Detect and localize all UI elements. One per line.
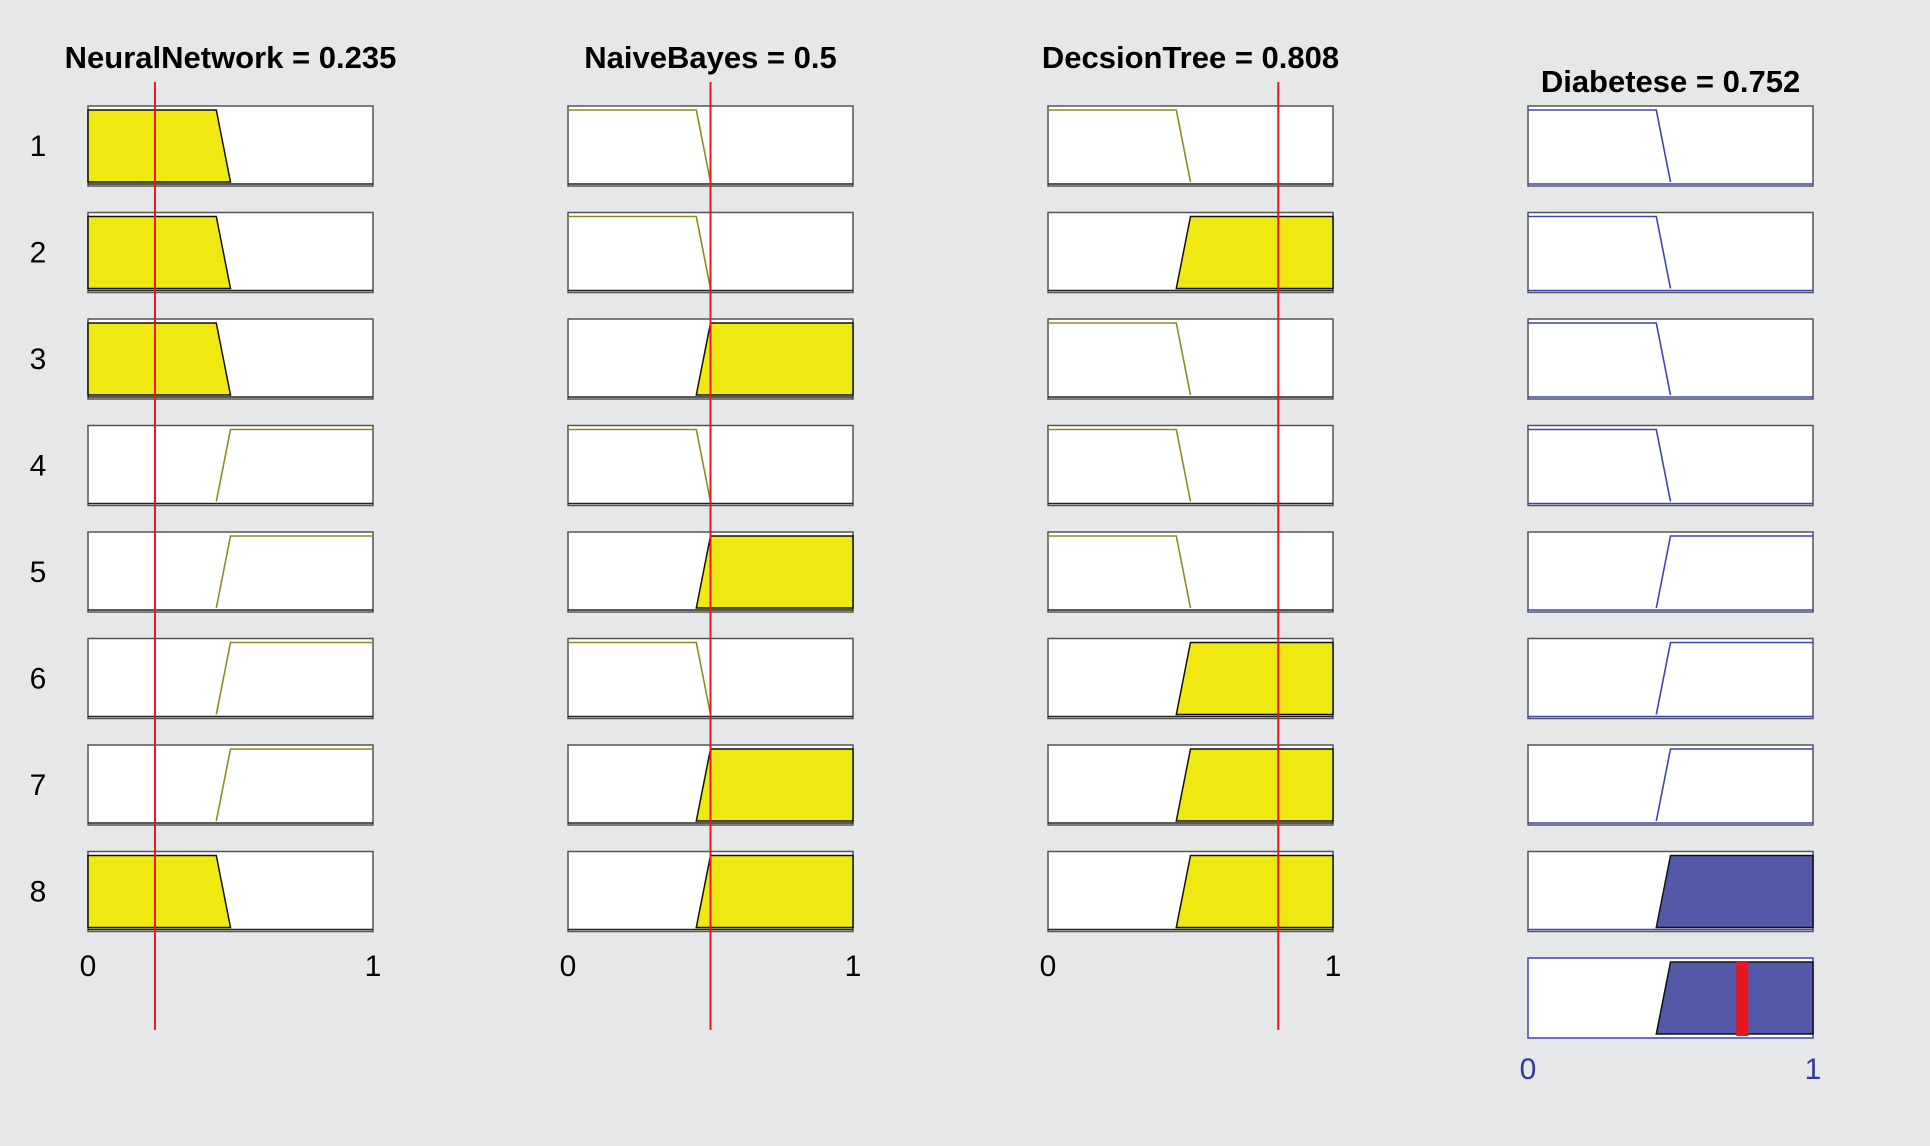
membership-fill (87, 854, 232, 929)
membership-curve (1048, 322, 1192, 396)
input-variable-title: NeuralNetwork = 0.235 (65, 40, 397, 75)
membership-fill (695, 535, 854, 609)
membership-curve (1528, 428, 1672, 502)
membership-curve (1528, 322, 1672, 396)
membership-fill (1175, 215, 1334, 290)
membership-curve (568, 428, 712, 502)
rule-number-label: 1 (30, 130, 47, 163)
membership-fill (1655, 854, 1814, 929)
membership-curve (1655, 641, 1813, 715)
rule-number-label: 2 (30, 237, 47, 270)
membership-fill (695, 322, 854, 396)
membership-fill (87, 215, 232, 290)
membership-fill (87, 322, 232, 396)
membership-plot-box (1527, 637, 1814, 720)
output-value-marker (1736, 962, 1749, 1036)
rule-number-label: 8 (30, 876, 47, 909)
membership-curve (1048, 428, 1192, 502)
axis-min-label: 0 (80, 950, 97, 983)
membership-curve (568, 109, 712, 183)
rule-number-label: 5 (30, 556, 47, 589)
membership-plot-box (1527, 318, 1814, 400)
axis-max-label: 1 (1325, 950, 1342, 983)
output-axis-min-label: 0 (1520, 1053, 1537, 1086)
aggregate-output-fill (1655, 961, 1814, 1035)
membership-curve (1655, 535, 1813, 609)
rule-number-label: 3 (30, 343, 47, 376)
membership-plot-box (87, 637, 374, 720)
axis-max-label: 1 (845, 950, 862, 983)
membership-fill (695, 748, 854, 822)
membership-curve (1655, 748, 1813, 822)
membership-curve (1048, 535, 1192, 609)
membership-plot-box (1527, 211, 1814, 294)
membership-plot-box (1527, 531, 1814, 613)
membership-curve (215, 641, 373, 715)
membership-fill (1175, 748, 1334, 822)
membership-plot-box (87, 744, 374, 826)
rule-number-label: 7 (30, 769, 47, 802)
axis-min-label: 0 (560, 950, 577, 983)
membership-fill (1175, 641, 1334, 716)
membership-curve (215, 748, 373, 822)
membership-plot-box (1527, 105, 1814, 187)
membership-plot-box (1527, 424, 1814, 507)
membership-curve (568, 641, 712, 715)
membership-curve (1528, 215, 1672, 289)
membership-curve (568, 215, 712, 289)
membership-plot-box (1047, 531, 1334, 613)
membership-curve (215, 535, 373, 609)
axis-min-label: 0 (1040, 950, 1057, 983)
axis-max-label: 1 (365, 950, 382, 983)
input-variable-title: NaiveBayes = 0.5 (584, 40, 837, 75)
membership-curve (215, 428, 373, 502)
output-variable-title: Diabetese = 0.752 (1541, 64, 1800, 99)
membership-plot-box (1527, 744, 1814, 826)
membership-fill (87, 109, 232, 183)
rule-number-label: 6 (30, 663, 47, 696)
input-variable-title: DecsionTree = 0.808 (1042, 40, 1339, 75)
membership-fill (1175, 854, 1334, 929)
membership-fill (695, 854, 854, 929)
membership-curve (1528, 109, 1672, 183)
membership-plot-box (1047, 318, 1334, 400)
membership-plot-box (87, 531, 374, 613)
membership-plot-box (87, 424, 374, 507)
output-axis-max-label: 1 (1805, 1053, 1822, 1086)
membership-curve (1048, 109, 1192, 183)
rule-number-label: 4 (30, 450, 47, 483)
membership-plot-box (1047, 424, 1334, 507)
membership-plot-box (1047, 105, 1334, 187)
